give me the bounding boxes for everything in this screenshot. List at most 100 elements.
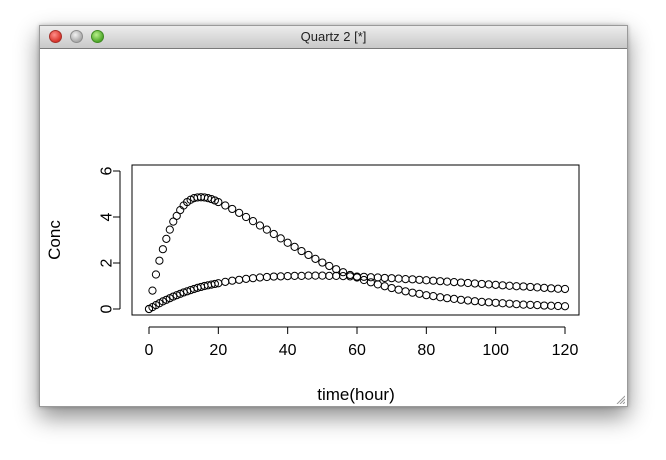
window-title: Quartz 2 [*] <box>300 29 367 44</box>
x-tick-label: 80 <box>417 342 435 359</box>
data-point-series-1 <box>151 270 161 279</box>
data-point-series-1 <box>235 208 244 217</box>
data-point-series-2 <box>221 277 230 286</box>
data-point-series-1 <box>505 299 514 308</box>
data-point-series-1 <box>165 225 174 234</box>
data-point-series-2 <box>380 273 389 283</box>
data-point-series-2 <box>210 279 219 289</box>
data-point-series-2 <box>477 279 486 289</box>
plot-box <box>131 164 580 316</box>
data-point-series-1 <box>290 242 299 251</box>
data-point-series-1 <box>498 299 507 308</box>
data-point-series-1 <box>339 268 348 277</box>
data-point-series-2 <box>283 272 292 281</box>
resize-grip-icon[interactable] <box>615 394 625 404</box>
minimize-button[interactable] <box>70 30 83 43</box>
window-titlebar[interactable]: Quartz 2 [*] <box>40 26 627 49</box>
data-point-series-1 <box>547 301 556 310</box>
data-point-series-1 <box>540 301 549 310</box>
data-point-series-2 <box>491 280 500 289</box>
data-point-series-1 <box>311 254 320 263</box>
close-button[interactable] <box>49 30 62 43</box>
data-point-series-1 <box>415 289 424 298</box>
data-point-series-1 <box>228 204 237 214</box>
data-point-series-1 <box>255 221 265 230</box>
data-point-series-1 <box>148 286 157 295</box>
data-point-series-1 <box>214 197 223 207</box>
zoom-button[interactable] <box>91 30 104 43</box>
data-point-series-2 <box>172 291 181 300</box>
data-point-series-2 <box>498 281 507 290</box>
y-axis: 0 2 4 6 <box>99 166 121 313</box>
y-tick-label: 0 <box>99 304 116 313</box>
data-point-series-1 <box>519 300 528 309</box>
x-tick-label: 60 <box>348 342 366 359</box>
data-point-series-2 <box>290 271 299 280</box>
data-point-series-2 <box>276 272 285 281</box>
data-point-series-1 <box>456 295 466 304</box>
data-point-series-2 <box>456 278 466 287</box>
data-point-series-1 <box>422 291 431 300</box>
data-point-series-2 <box>311 271 320 280</box>
x-tick-label: 100 <box>482 342 509 359</box>
data-point-series-1 <box>449 294 459 303</box>
y-tick-label: 2 <box>99 258 116 267</box>
data-point-series-2 <box>533 283 542 292</box>
data-point-series-1 <box>373 280 382 289</box>
data-point-series-2 <box>297 271 306 280</box>
data-point-series-2 <box>332 271 341 280</box>
data-point-series-1 <box>470 297 479 306</box>
data-point-series-2 <box>387 274 396 283</box>
data-point-series-2 <box>394 274 403 283</box>
y-tick-label: 6 <box>99 166 116 175</box>
data-point-series-2 <box>325 271 334 280</box>
data-point-series-1 <box>443 294 452 303</box>
data-point-series-2 <box>553 284 563 293</box>
data-point-series-1 <box>207 194 216 204</box>
data-point-series-1 <box>463 296 473 305</box>
data-point-series-1 <box>318 258 327 267</box>
data-point-series-2 <box>241 274 251 283</box>
data-point-series-1 <box>158 245 167 254</box>
data-point-series-1 <box>325 261 334 271</box>
data-point-series-2 <box>255 273 265 282</box>
data-point-series-1 <box>162 234 171 243</box>
data-point-series-2 <box>443 277 452 286</box>
x-axis-label: time(hour) <box>317 385 394 404</box>
data-points <box>144 193 570 314</box>
data-point-series-2 <box>318 271 327 280</box>
data-point-series-1 <box>408 288 417 297</box>
data-point-series-2 <box>408 275 417 284</box>
quartz-window: Quartz 2 [*] 0 20 40 60 80 100 120 0 2 4 6 time(h… <box>39 25 628 407</box>
data-point-series-1 <box>248 217 258 226</box>
data-point-series-1 <box>332 265 341 274</box>
data-point-series-2 <box>436 277 445 286</box>
data-point-series-2 <box>373 273 382 282</box>
data-point-series-2 <box>262 272 271 282</box>
data-point-series-1 <box>262 225 271 234</box>
data-point-series-2 <box>429 276 438 285</box>
data-point-series-2 <box>547 284 556 293</box>
data-point-series-2 <box>484 280 493 289</box>
data-point-series-1 <box>429 292 438 301</box>
data-point-series-1 <box>241 212 251 222</box>
y-tick-label: 4 <box>99 212 116 221</box>
data-point-series-1 <box>401 287 410 296</box>
data-point-series-1 <box>276 234 285 243</box>
data-point-series-2 <box>415 275 424 284</box>
data-point-series-2 <box>422 276 431 285</box>
data-point-series-1 <box>533 300 542 310</box>
data-point-series-2 <box>463 278 473 288</box>
data-point-series-1 <box>484 298 493 307</box>
data-point-series-1 <box>221 201 230 210</box>
data-point-series-2 <box>366 273 375 282</box>
x-tick-label: 40 <box>279 342 297 359</box>
data-point-series-1 <box>283 238 292 247</box>
data-point-series-1 <box>380 282 389 291</box>
data-point-series-2 <box>176 289 185 298</box>
data-point-series-1 <box>155 256 164 265</box>
data-point-series-1 <box>491 298 500 307</box>
data-point-series-2 <box>248 274 258 283</box>
data-point-series-2 <box>304 271 313 280</box>
x-tick-label: 120 <box>552 342 579 359</box>
